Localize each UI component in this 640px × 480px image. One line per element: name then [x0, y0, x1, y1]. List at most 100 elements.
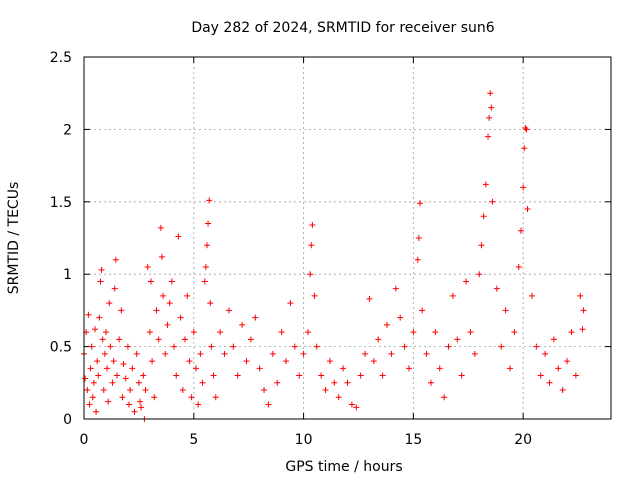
data-point	[201, 278, 208, 285]
data-point	[471, 350, 478, 357]
data-point	[432, 329, 439, 336]
data-point	[166, 300, 173, 307]
y-tick-label: 2.5	[50, 50, 72, 66]
data-point	[106, 300, 113, 307]
data-point	[126, 401, 133, 408]
data-point	[122, 375, 129, 382]
data-point	[261, 387, 268, 394]
data-point	[415, 235, 422, 241]
data-point	[379, 372, 386, 379]
data-point	[577, 292, 584, 299]
data-point	[580, 307, 587, 314]
data-point	[521, 145, 528, 152]
data-point	[90, 379, 97, 386]
data-point	[195, 401, 202, 408]
data-point	[127, 387, 134, 394]
data-point	[568, 329, 575, 336]
data-point	[95, 372, 102, 379]
data-point	[188, 394, 195, 401]
data-point	[318, 372, 325, 379]
data-point	[86, 401, 93, 408]
data-point	[110, 358, 117, 365]
data-point	[414, 256, 421, 263]
data-point	[168, 278, 175, 285]
data-point	[322, 387, 329, 394]
data-point	[89, 394, 96, 401]
data-point	[104, 365, 111, 372]
data-point	[326, 358, 333, 365]
data-point	[225, 307, 232, 314]
data-point	[287, 300, 294, 307]
data-point	[522, 124, 529, 131]
data-point	[147, 278, 154, 285]
data-point	[135, 379, 142, 386]
data-point	[344, 379, 351, 386]
data-point	[212, 394, 219, 401]
data-point	[309, 221, 316, 228]
data-point	[441, 394, 448, 401]
data-point	[357, 372, 364, 379]
data-point	[458, 372, 465, 379]
data-point	[131, 408, 138, 415]
data-point	[528, 292, 535, 299]
data-point	[550, 336, 557, 343]
data-point	[206, 197, 213, 204]
data-point	[449, 292, 456, 299]
data-point	[203, 242, 210, 249]
chart-title: Day 282 of 2024, SRMTID for receiver sun…	[191, 20, 494, 36]
data-point	[384, 321, 391, 328]
data-point	[493, 285, 500, 292]
data-point	[523, 126, 530, 133]
grid	[84, 57, 611, 419]
data-point	[498, 343, 505, 350]
x-tick-label: 10	[295, 432, 313, 448]
data-point	[335, 394, 342, 401]
data-point	[197, 350, 204, 357]
data-point	[171, 343, 178, 350]
data-point	[182, 336, 189, 343]
data-point	[221, 350, 228, 357]
data-point	[101, 350, 108, 357]
data-point	[140, 372, 147, 379]
data-point	[283, 358, 290, 365]
data-point	[256, 365, 263, 372]
y-tick-label: 1.5	[50, 195, 72, 211]
data-point	[133, 350, 140, 357]
data-point	[157, 224, 164, 231]
data-point	[445, 343, 452, 350]
data-point	[572, 372, 579, 379]
data-point	[247, 336, 254, 343]
x-tick-label: 20	[514, 432, 532, 448]
data-point	[486, 114, 493, 121]
y-tick-label: 0.5	[50, 340, 72, 356]
data-point	[252, 314, 259, 321]
data-point	[160, 292, 167, 299]
data-point	[190, 329, 197, 336]
data-point	[217, 329, 224, 336]
data-point	[291, 343, 298, 350]
data-point	[230, 343, 237, 350]
data-point	[120, 360, 127, 367]
data-point	[164, 321, 171, 328]
data-point	[94, 358, 101, 365]
plot-frame	[83, 56, 612, 420]
data-point	[401, 343, 408, 350]
data-point	[579, 326, 586, 333]
data-point	[100, 387, 107, 394]
data-point	[111, 285, 118, 292]
data-point	[476, 271, 483, 278]
data-point	[410, 329, 417, 336]
data-point	[427, 379, 434, 386]
data-point	[208, 343, 215, 350]
data-point	[138, 404, 145, 411]
data-point	[463, 278, 470, 285]
data-point	[149, 358, 156, 365]
data-point	[489, 198, 496, 205]
x-axis-title: GPS time / hours	[285, 459, 402, 475]
data-point	[85, 311, 92, 318]
data-point	[113, 372, 120, 379]
data-point	[419, 307, 426, 314]
data-point	[296, 372, 303, 379]
data-point	[99, 336, 106, 343]
data-point	[348, 401, 355, 408]
